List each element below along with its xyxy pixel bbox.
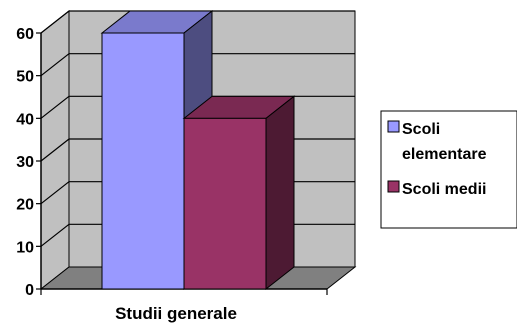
bar-2 <box>182 95 296 291</box>
legend-box <box>380 110 517 229</box>
y-tick-label: 30 <box>16 154 34 171</box>
x-category-label: Studii generale <box>115 304 237 323</box>
bar-front <box>183 117 267 290</box>
y-tick-label: 60 <box>16 26 34 43</box>
bar-front <box>101 32 185 290</box>
gridline <box>40 53 355 77</box>
y-tick-label: 20 <box>16 197 34 214</box>
legend-label: Scoli elementare <box>402 121 487 163</box>
chart-axes: 0 10 20 30 40 50 60 Studii generale <box>16 26 328 323</box>
y-tick-label: 50 <box>16 69 34 86</box>
bar-side <box>265 95 295 291</box>
legend-swatch <box>387 120 400 133</box>
legend-swatch <box>387 180 400 193</box>
gridline <box>40 10 355 34</box>
chart-bars <box>100 9 296 291</box>
y-tick-label: 0 <box>25 282 34 299</box>
legend: Scoli elementare Scoli medii <box>380 110 517 229</box>
y-tick-label: 10 <box>16 239 34 256</box>
legend-label: Scoli medii <box>402 181 486 198</box>
y-tick-label: 40 <box>16 111 34 128</box>
